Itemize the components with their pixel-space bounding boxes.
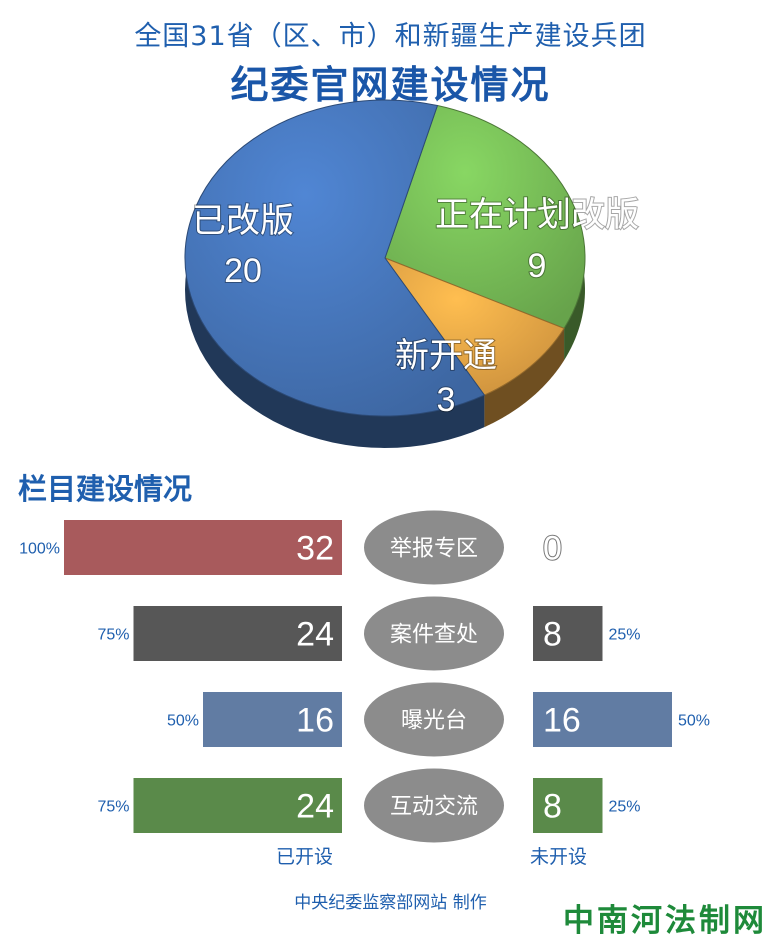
opened-bar-0 <box>64 520 342 575</box>
chart-title-line1: 全国31省（区、市）和新疆生产建设兵团 <box>134 21 647 52</box>
opened-column-label: 已开设 <box>276 846 334 868</box>
unopened-bar-2 <box>533 692 672 747</box>
pie-side-2 <box>484 328 565 428</box>
pie-value-1: 9 <box>528 247 547 285</box>
unopened-value-0: 0 <box>543 530 562 568</box>
opened-value-2: 16 <box>296 702 334 740</box>
opened-bar-1 <box>133 606 342 661</box>
pie-chart: 已改版 20 正在计划改版 9 新开通 3 <box>184 99 640 448</box>
opened-bar-3 <box>133 778 342 833</box>
unopened-percent-1: 25% <box>609 627 641 644</box>
opened-percent-2: 50% <box>167 713 199 730</box>
pie-slice-2 <box>383 256 565 396</box>
unopened-percent-2: 50% <box>678 713 710 730</box>
category-label-0: 举报专区 <box>390 536 478 561</box>
opened-value-3: 24 <box>296 788 334 826</box>
pie-value-2: 3 <box>437 381 456 419</box>
pie-label-1: 正在计划改版 <box>435 196 639 234</box>
opened-value-0: 32 <box>296 530 334 568</box>
category-oval-2 <box>364 682 504 757</box>
unopened-bar-1 <box>533 606 603 661</box>
opened-percent-0: 100% <box>19 541 60 558</box>
unopened-percent-3: 25% <box>609 799 641 816</box>
category-oval-1 <box>364 596 504 671</box>
opened-percent-1: 75% <box>97 627 129 644</box>
unopened-column-label: 未开设 <box>530 846 588 868</box>
category-oval-3 <box>364 768 504 843</box>
opened-value-1: 24 <box>296 616 334 654</box>
footer-credit: 中央纪委监察部网站 制作 <box>294 893 487 913</box>
unopened-bar-3 <box>533 778 603 833</box>
pie-side-0 <box>185 100 485 448</box>
pie-label-2: 新开通 <box>395 337 497 375</box>
opened-percent-3: 75% <box>97 799 129 816</box>
category-label-1: 案件查处 <box>390 622 478 647</box>
pie-value-0: 20 <box>224 252 262 290</box>
pie-slice-1 <box>384 104 586 329</box>
category-oval-0 <box>364 510 504 585</box>
pie-label-0: 已改版 <box>192 202 294 240</box>
bar-section-title: 栏目建设情况 <box>18 472 193 506</box>
pie-slice-0 <box>184 99 486 417</box>
unopened-value-2: 16 <box>543 702 581 740</box>
unopened-value-3: 8 <box>543 788 562 826</box>
unopened-value-1: 8 <box>543 616 562 654</box>
category-label-2: 曝光台 <box>401 708 467 733</box>
category-label-3: 互动交流 <box>390 794 478 819</box>
opened-bar-2 <box>203 692 342 747</box>
watermark-logo: 中南河法制网 <box>563 903 767 939</box>
